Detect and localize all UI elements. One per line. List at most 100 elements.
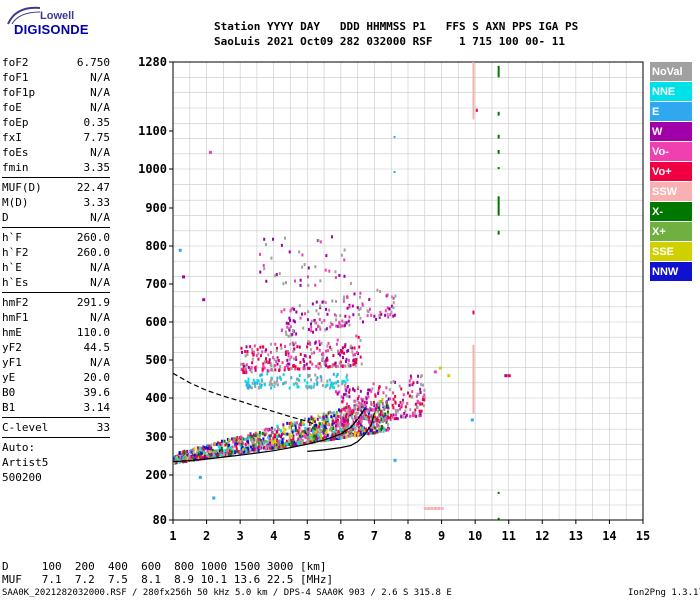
legend-item-nne: NNE <box>650 82 692 102</box>
echo-point <box>343 364 346 368</box>
echo-point <box>281 361 284 365</box>
echo-point <box>374 426 377 430</box>
echo-point <box>251 447 254 451</box>
echo-point <box>400 405 403 409</box>
echo-point <box>353 346 356 350</box>
param-row: foEp 0.35 <box>2 115 110 130</box>
echo-point <box>213 442 216 446</box>
echo-point <box>288 316 291 320</box>
echo-point <box>300 441 303 445</box>
echo-point <box>345 375 348 379</box>
echo-point <box>312 426 315 430</box>
echo-point <box>352 359 355 363</box>
echo-point <box>369 400 372 404</box>
echo-point <box>341 382 344 386</box>
echo-point <box>417 392 420 396</box>
echo-point <box>350 429 353 433</box>
echo-point <box>304 312 307 316</box>
echo-point <box>226 437 229 441</box>
echo-point <box>294 421 297 425</box>
echo-point <box>233 444 236 448</box>
echo-point <box>258 431 261 435</box>
echo-point <box>331 385 334 389</box>
y-tick-label: 500 <box>145 353 167 367</box>
x-tick-label: 13 <box>569 529 583 543</box>
echo-point <box>262 263 265 267</box>
echo-point <box>314 373 317 377</box>
echo-point <box>366 309 369 313</box>
echo-point <box>216 441 219 445</box>
echo-point <box>273 384 276 388</box>
echo-point <box>358 408 361 412</box>
echo-point <box>299 434 302 438</box>
echo-point <box>318 422 321 426</box>
echo-point <box>420 374 423 378</box>
echo-point <box>320 378 323 382</box>
echo-point <box>359 431 362 435</box>
echo-point <box>275 359 278 363</box>
echo-point <box>245 448 248 452</box>
echo-point <box>317 434 320 438</box>
echo-point <box>362 403 365 407</box>
echo-point <box>262 345 265 349</box>
echo-point <box>266 447 269 451</box>
echo-point <box>256 432 259 436</box>
echo-point <box>272 438 275 442</box>
echo-point <box>257 439 260 443</box>
echo-point <box>360 404 363 408</box>
echo-point <box>315 434 318 438</box>
echo-point <box>409 408 412 412</box>
echo-point <box>326 379 329 383</box>
echo-point <box>333 313 336 317</box>
echo-point <box>295 432 298 436</box>
echo-point <box>271 368 274 372</box>
echo-point <box>298 429 301 433</box>
echo-point <box>294 381 297 385</box>
echo-point <box>278 368 281 372</box>
param-value: 20.0 <box>83 371 111 384</box>
echo-point <box>241 445 244 449</box>
echo-point <box>279 343 282 347</box>
echo-point <box>251 351 254 355</box>
echo-point <box>294 341 297 345</box>
echo-point <box>244 368 247 372</box>
echo-point <box>182 460 185 464</box>
echo-point <box>392 391 395 395</box>
echo-point <box>413 411 416 415</box>
echo-point <box>345 429 348 433</box>
echo-point <box>316 381 319 385</box>
echo-point <box>286 432 289 436</box>
echo-point <box>341 422 344 426</box>
param-label: h`Es <box>2 276 29 289</box>
param-row: hmE 110.0 <box>2 325 110 340</box>
echo-point <box>294 426 297 430</box>
echo-point <box>348 411 351 415</box>
echo-point <box>331 235 334 239</box>
echo-point <box>258 437 261 441</box>
echo-point <box>307 385 310 389</box>
echo-point <box>263 366 266 370</box>
footer-version: Ion2Png 1.3.17 <box>628 588 700 598</box>
echo-point <box>325 429 328 433</box>
echo-point <box>325 383 328 387</box>
echo-point <box>240 435 243 439</box>
echo-point <box>357 421 360 425</box>
echo-point <box>289 442 292 446</box>
echo-point <box>182 457 185 461</box>
echo-point <box>254 385 257 389</box>
echo-point <box>333 381 336 385</box>
echo-point <box>254 434 257 438</box>
echo-point <box>317 324 320 328</box>
legend: NoVal NNE E W Vo- Vo+ SSW X- X+ SSE NNW <box>650 62 692 282</box>
echo-point <box>307 435 310 439</box>
echo-point <box>301 312 304 316</box>
echo-point <box>310 415 313 419</box>
echo-point <box>341 349 344 353</box>
echo-point <box>381 411 384 415</box>
echo-bar <box>475 108 478 112</box>
echo-point <box>249 432 252 436</box>
echo-point <box>276 383 279 387</box>
echo-point <box>334 361 337 365</box>
echo-point <box>281 328 284 332</box>
echo-point <box>288 250 291 254</box>
